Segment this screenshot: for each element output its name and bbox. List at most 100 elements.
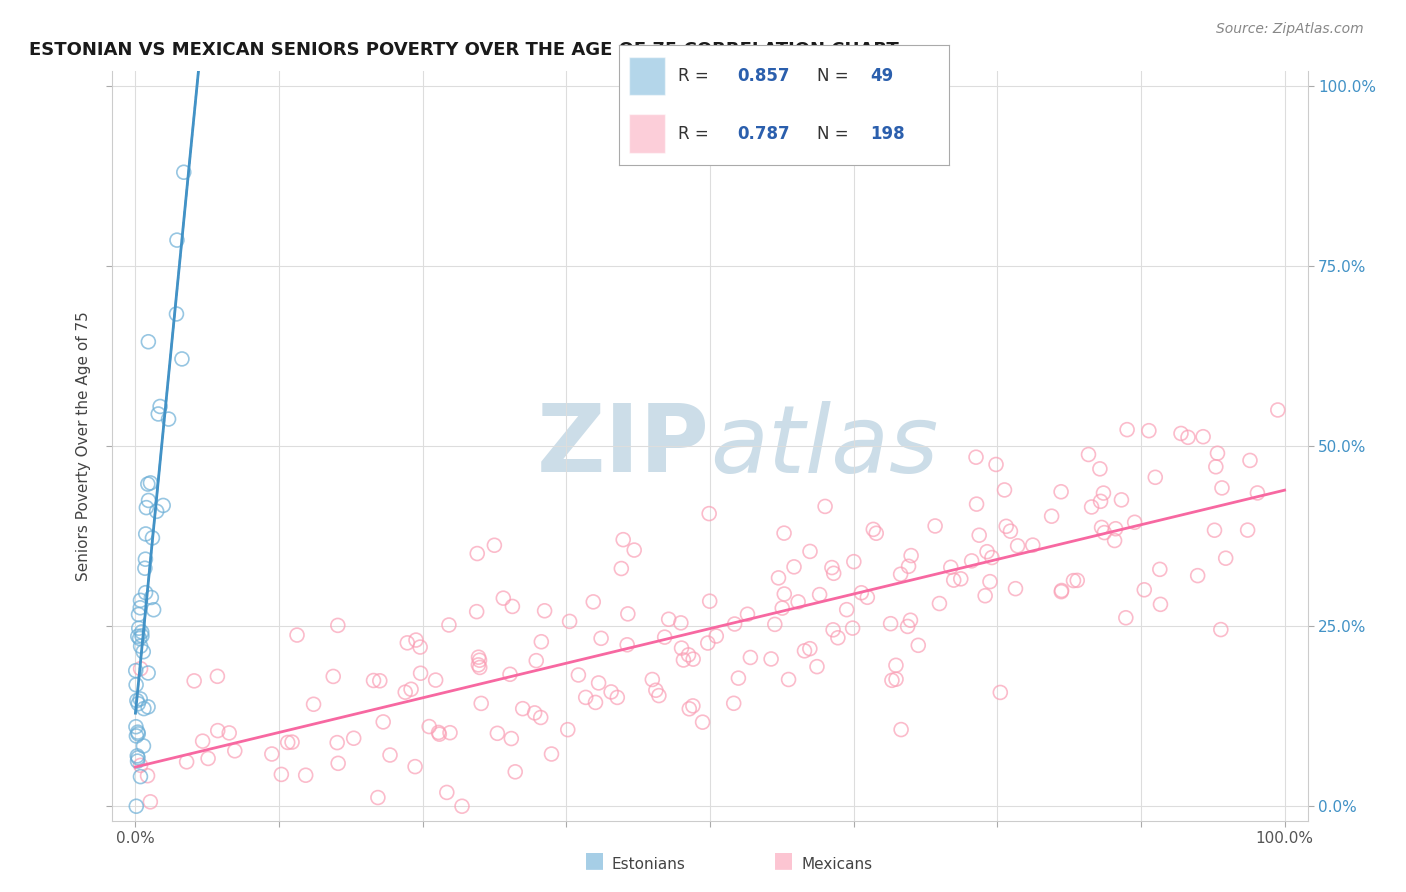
Point	[588, 676, 610, 690]
Point	[1050, 584, 1073, 599]
Point	[1205, 459, 1227, 474]
Point	[778, 673, 800, 687]
Point	[770, 601, 793, 615]
Point	[644, 683, 666, 698]
Point	[1007, 539, 1029, 553]
Point	[394, 685, 416, 699]
Point	[1123, 516, 1146, 530]
Point	[900, 549, 922, 563]
Point	[136, 665, 159, 680]
Point	[145, 504, 167, 518]
Point	[152, 499, 174, 513]
Point	[814, 500, 837, 514]
Point	[924, 519, 946, 533]
Text: ■: ■	[773, 850, 794, 870]
Point	[773, 587, 796, 601]
Point	[302, 698, 325, 712]
Point	[723, 617, 745, 632]
Point	[134, 552, 156, 566]
Point	[1050, 484, 1073, 499]
Point	[486, 726, 509, 740]
Point	[979, 574, 1001, 589]
Text: Mexicans: Mexicans	[801, 857, 873, 872]
Point	[132, 701, 155, 715]
Point	[980, 550, 1002, 565]
FancyBboxPatch shape	[628, 114, 665, 153]
Point	[575, 690, 598, 705]
Point	[1267, 403, 1289, 417]
Point	[139, 795, 162, 809]
Point	[699, 594, 721, 608]
Point	[1077, 448, 1099, 462]
Point	[763, 617, 786, 632]
Point	[1050, 583, 1073, 598]
Point	[125, 678, 148, 692]
Point	[759, 652, 782, 666]
Point	[1215, 551, 1237, 566]
Point	[682, 698, 704, 713]
Point	[654, 630, 676, 644]
Point	[884, 672, 907, 686]
Point	[129, 639, 152, 653]
Point	[224, 744, 246, 758]
Point	[960, 554, 983, 568]
Point	[648, 689, 671, 703]
Point	[967, 528, 990, 542]
Point	[1192, 430, 1215, 444]
Point	[134, 561, 156, 575]
Point	[984, 458, 1007, 472]
Text: N =: N =	[817, 67, 853, 85]
Point	[135, 500, 157, 515]
Point	[501, 599, 523, 614]
Point	[723, 696, 745, 710]
Point	[524, 654, 547, 668]
Point	[1090, 520, 1112, 534]
Point	[131, 624, 153, 639]
Point	[530, 634, 553, 648]
Point	[799, 641, 821, 656]
Point	[157, 412, 180, 426]
Point	[129, 593, 152, 607]
Point	[128, 607, 150, 622]
Text: ZIP: ZIP	[537, 400, 710, 492]
Point	[678, 702, 700, 716]
Point	[405, 633, 427, 648]
Point	[557, 723, 579, 737]
Point	[127, 754, 149, 768]
Point	[132, 645, 155, 659]
Point	[704, 629, 727, 643]
Text: Estonians: Estonians	[612, 857, 686, 872]
Point	[484, 538, 506, 552]
Point	[976, 545, 998, 559]
Point	[591, 632, 613, 646]
Point	[966, 497, 988, 511]
Point	[682, 652, 704, 666]
Point	[799, 544, 821, 558]
Point	[427, 725, 450, 739]
Point	[129, 758, 152, 772]
Point	[132, 739, 155, 753]
Point	[436, 785, 458, 799]
Point	[373, 714, 395, 729]
Point	[197, 751, 219, 765]
Point	[1137, 424, 1160, 438]
Point	[468, 660, 491, 674]
Point	[136, 477, 159, 491]
Point	[465, 605, 488, 619]
Point	[439, 725, 461, 739]
Point	[808, 588, 831, 602]
Point	[128, 621, 150, 635]
Point	[641, 673, 664, 687]
Point	[617, 607, 640, 621]
Point	[1211, 481, 1233, 495]
Point	[173, 165, 195, 179]
Point	[367, 790, 389, 805]
Point	[856, 591, 879, 605]
Point	[125, 799, 148, 814]
Point	[1092, 525, 1115, 540]
Point	[127, 748, 149, 763]
Point	[696, 636, 718, 650]
Text: R =: R =	[678, 125, 714, 143]
Point	[207, 669, 229, 683]
Point	[343, 731, 366, 746]
